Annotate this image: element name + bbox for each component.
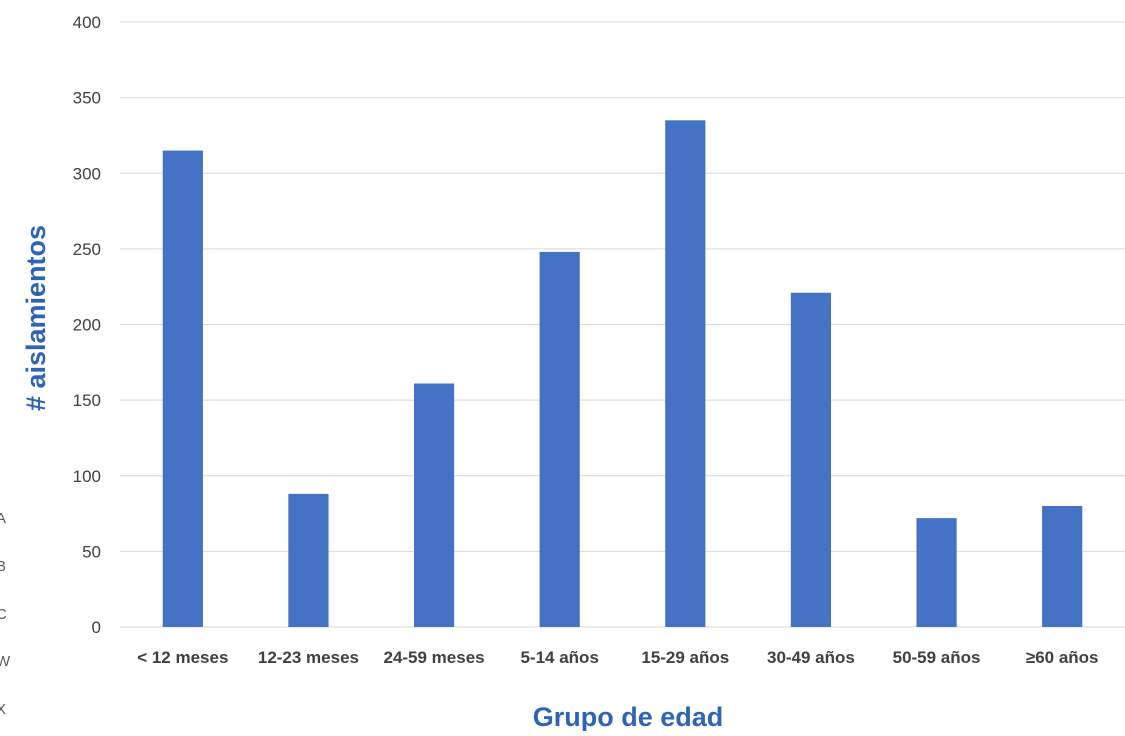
x-tick-label: ≥60 años: [1026, 648, 1099, 667]
bars: [162, 120, 1083, 627]
x-axis-title: Grupo de edad: [533, 702, 724, 731]
y-tick-label: 350: [73, 89, 101, 108]
cropped-edge-letters: A B C W X: [0, 510, 11, 718]
edge-letter: A: [0, 510, 6, 527]
bar: [916, 518, 957, 627]
y-tick-label: 300: [73, 164, 101, 183]
x-tick-label: 12-23 meses: [258, 648, 359, 667]
y-tick-label: 400: [73, 13, 101, 32]
bar: [1042, 506, 1083, 627]
bar: [413, 383, 455, 627]
gridlines: [120, 21, 1125, 628]
y-tick-label: 200: [73, 316, 101, 335]
y-axis-title: # aislamientos: [21, 225, 51, 411]
x-tick-labels: < 12 meses 12-23 meses 24-59 meses 5-14 año…: [137, 648, 1098, 667]
x-tick-label: 50-59 años: [893, 648, 981, 667]
edge-letter: B: [0, 558, 6, 575]
x-tick-label: < 12 meses: [137, 648, 228, 667]
edge-letter: C: [0, 606, 7, 623]
bar: [790, 292, 832, 627]
x-tick-label: 5-14 años: [520, 648, 598, 667]
bar: [288, 493, 329, 627]
y-tick-label: 150: [73, 391, 101, 410]
x-tick-label: 15-29 años: [641, 648, 729, 667]
x-tick-label: 24-59 meses: [383, 648, 484, 667]
y-tick-label: 50: [82, 542, 101, 561]
bar: [665, 120, 706, 627]
bar: [539, 251, 580, 627]
y-tick-label: 250: [73, 240, 101, 259]
y-tick-label: 0: [92, 618, 101, 637]
edge-letter: X: [0, 701, 6, 718]
edge-letter: W: [0, 653, 11, 670]
y-tick-label: 100: [73, 467, 101, 486]
x-tick-label: 30-49 años: [767, 648, 855, 667]
y-tick-labels: 0 50 100 150 200 250 300 350 400: [73, 13, 101, 637]
bar: [162, 150, 203, 627]
